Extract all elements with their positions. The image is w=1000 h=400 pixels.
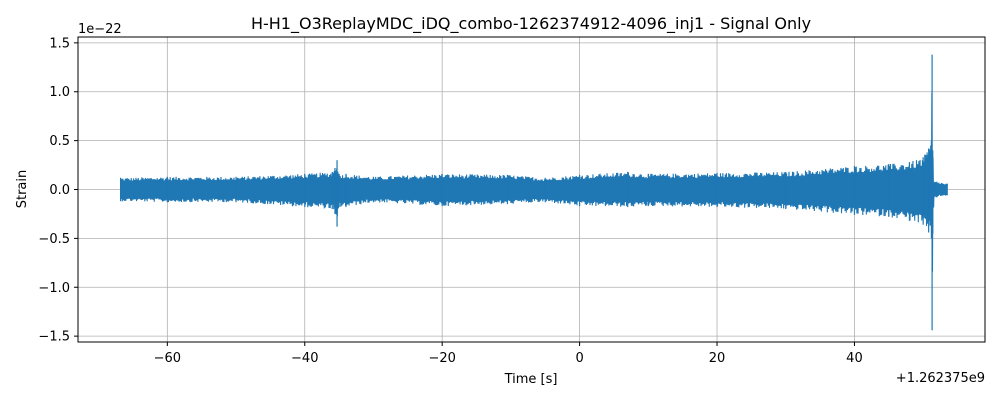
y-tick-label: 0.0 (49, 183, 70, 198)
x-tick-label: −40 (291, 351, 318, 366)
x-axis-label: Time [s] (504, 372, 558, 387)
y-tick-label: 1.5 (49, 36, 70, 51)
y-tick-label: 1.0 (49, 85, 70, 100)
x-offset-label: +1.262375e9 (896, 371, 985, 386)
chart-title: H-H1_O3ReplayMDC_iDQ_combo-1262374912-40… (251, 14, 811, 34)
y-axis-label: Strain (15, 170, 30, 209)
y-scale-label: 1e−22 (78, 22, 122, 37)
x-tick-label: 0 (575, 351, 583, 366)
y-tick-label: 0.5 (49, 134, 70, 149)
y-tick-label: −0.5 (38, 232, 70, 247)
y-axis: −1.5 −1.0 −0.5 0.0 0.5 1.0 1.5 (38, 36, 78, 345)
y-tick-label: −1.0 (38, 281, 70, 296)
y-tick-label: −1.5 (38, 330, 70, 345)
x-tick-label: −60 (154, 351, 181, 366)
x-tick-label: 20 (709, 351, 726, 366)
x-tick-label: −20 (428, 351, 455, 366)
plot-area (120, 54, 948, 331)
x-axis: −60 −40 −20 0 20 40 (154, 342, 863, 366)
x-tick-label: 40 (846, 351, 863, 366)
strain-series-line (120, 92, 948, 272)
